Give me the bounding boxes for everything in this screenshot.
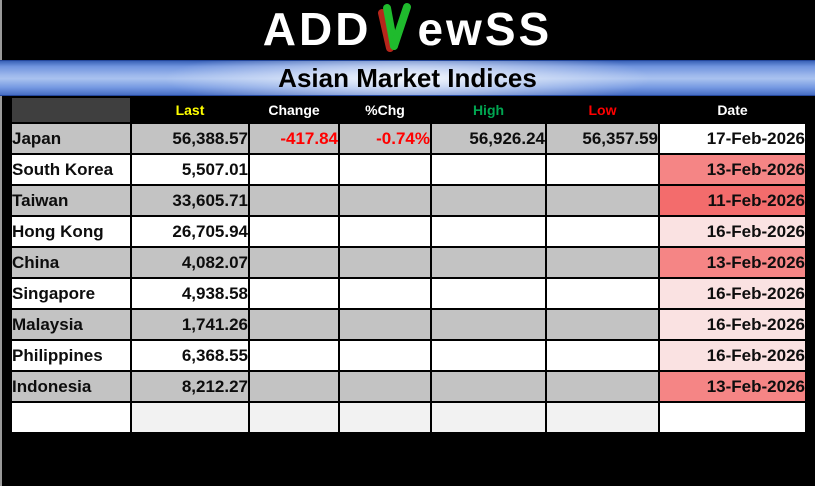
low-cell: 56,357.59: [545, 122, 660, 155]
country-cell: Japan: [10, 122, 132, 155]
low-cell: [545, 184, 660, 217]
high-cell: [430, 153, 547, 186]
date-cell: 13-Feb-2026: [658, 246, 807, 279]
logo: ADD ewSS: [0, 0, 815, 58]
header-last: Last: [130, 96, 250, 124]
pct-cell: [338, 246, 432, 279]
header-pct: %Chg: [338, 96, 432, 124]
low-cell: [545, 401, 660, 434]
row-singapore: Singapore 4,938.58 16-Feb-2026: [10, 277, 807, 310]
last-cell: 8,212.27: [130, 370, 250, 403]
date-cell: 11-Feb-2026: [658, 184, 807, 217]
date-cell: 16-Feb-2026: [658, 308, 807, 341]
row-indonesia: Indonesia 8,212.27 13-Feb-2026: [10, 370, 807, 403]
last-cell: 4,082.07: [130, 246, 250, 279]
low-cell: [545, 370, 660, 403]
last-cell: [130, 401, 250, 434]
indices-table: Last Change %Chg High Low Date Japan 56,388.57…: [10, 96, 807, 434]
pct-cell: [338, 308, 432, 341]
pct-cell: [338, 184, 432, 217]
country-cell: South Korea: [10, 153, 132, 186]
logo-text-suffix: ewSS: [417, 3, 553, 55]
row-malaysia: Malaysia 1,741.26 16-Feb-2026: [10, 308, 807, 341]
country-cell: Malaysia: [10, 308, 132, 341]
country-cell: China: [10, 246, 132, 279]
high-cell: [430, 277, 547, 310]
low-cell: [545, 153, 660, 186]
country-cell: Indonesia: [10, 370, 132, 403]
change-cell: -417.84: [248, 122, 340, 155]
high-cell: 56,926.24: [430, 122, 547, 155]
last-cell: 4,938.58: [130, 277, 250, 310]
low-cell: [545, 246, 660, 279]
pct-cell: [338, 153, 432, 186]
row-taiwan: Taiwan 33,605.71 11-Feb-2026: [10, 184, 807, 217]
change-cell: [248, 215, 340, 248]
change-cell: [248, 184, 340, 217]
country-cell: Taiwan: [10, 184, 132, 217]
date-cell: 17-Feb-2026: [658, 122, 807, 155]
left-edge-line: [0, 0, 2, 486]
pct-cell: [338, 401, 432, 434]
logo-candlestick-n-icon: [378, 3, 412, 52]
pct-cell: [338, 370, 432, 403]
low-cell: [545, 277, 660, 310]
title-bar: Asian Market Indices: [0, 60, 815, 96]
last-cell: 33,605.71: [130, 184, 250, 217]
high-cell: [430, 308, 547, 341]
low-cell: [545, 308, 660, 341]
date-cell: 16-Feb-2026: [658, 215, 807, 248]
change-cell: [248, 370, 340, 403]
change-cell: [248, 339, 340, 372]
change-cell: [248, 153, 340, 186]
row-china: China 4,082.07 13-Feb-2026: [10, 246, 807, 279]
header-date: Date: [658, 96, 807, 124]
pct-cell: [338, 277, 432, 310]
header-change: Change: [248, 96, 340, 124]
high-cell: [430, 370, 547, 403]
country-cell: Hong Kong: [10, 215, 132, 248]
date-cell: 13-Feb-2026: [658, 370, 807, 403]
page-title: Asian Market Indices: [278, 62, 537, 93]
country-cell: [10, 401, 132, 434]
pct-cell: [338, 215, 432, 248]
country-cell: Singapore: [10, 277, 132, 310]
last-cell: 6,368.55: [130, 339, 250, 372]
change-cell: [248, 277, 340, 310]
pct-cell: -0.74%: [338, 122, 432, 155]
date-cell: 16-Feb-2026: [658, 277, 807, 310]
last-cell: 56,388.57: [130, 122, 250, 155]
last-cell: 26,705.94: [130, 215, 250, 248]
row-philippines: Philippines 6,368.55 16-Feb-2026: [10, 339, 807, 372]
change-cell: [248, 246, 340, 279]
change-cell: [248, 308, 340, 341]
header-country: [10, 96, 132, 124]
table-header-row: Last Change %Chg High Low Date: [10, 96, 807, 124]
date-cell: [658, 401, 807, 434]
country-cell: Philippines: [10, 339, 132, 372]
header-high: High: [430, 96, 547, 124]
change-cell: [248, 401, 340, 434]
low-cell: [545, 215, 660, 248]
low-cell: [545, 339, 660, 372]
logo-text-prefix: ADD: [262, 3, 372, 55]
date-cell: 13-Feb-2026: [658, 153, 807, 186]
header-low: Low: [545, 96, 660, 124]
last-cell: 1,741.26: [130, 308, 250, 341]
high-cell: [430, 215, 547, 248]
high-cell: [430, 339, 547, 372]
pct-cell: [338, 339, 432, 372]
high-cell: [430, 246, 547, 279]
row-japan: Japan 56,388.57 -417.84 -0.74% 56,926.24 56,3…: [10, 122, 807, 155]
high-cell: [430, 184, 547, 217]
last-cell: 5,507.01: [130, 153, 250, 186]
row-hong-kong: Hong Kong 26,705.94 16-Feb-2026: [10, 215, 807, 248]
date-cell: 16-Feb-2026: [658, 339, 807, 372]
row-south-korea: South Korea 5,507.01 13-Feb-2026: [10, 153, 807, 186]
row-empty: [10, 401, 807, 434]
high-cell: [430, 401, 547, 434]
